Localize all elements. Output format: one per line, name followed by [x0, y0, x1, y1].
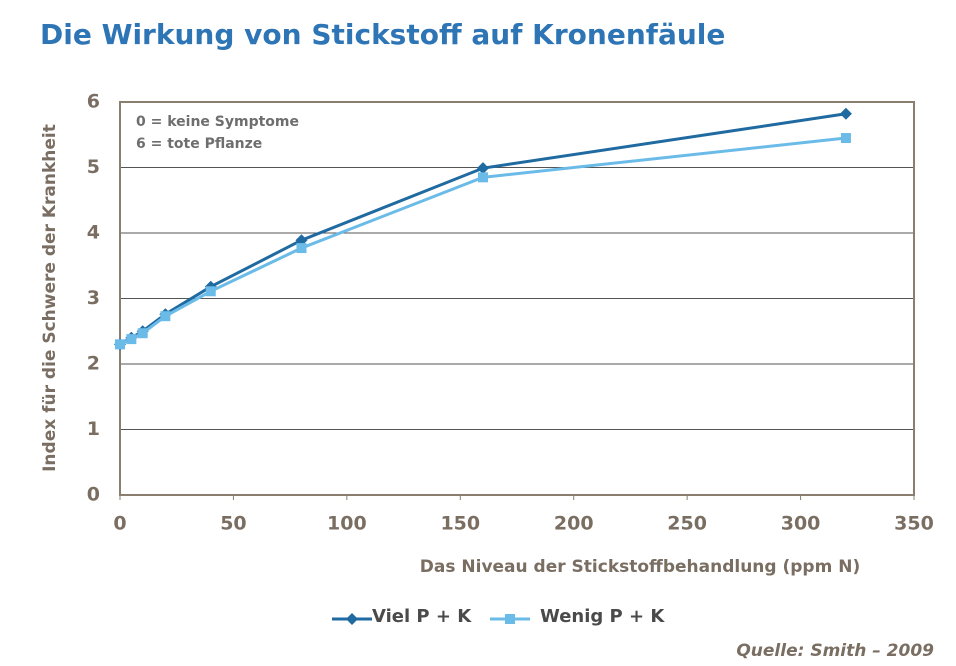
legend-marker [346, 613, 358, 625]
x-tick-label: 150 [440, 513, 480, 535]
source: Quelle: Smith – 2009 [736, 641, 934, 661]
chart-title: Die Wirkung von Stickstoff auf Kronenfäu… [40, 18, 725, 51]
legend-label: Wenig P + K [540, 606, 665, 627]
data-point [137, 328, 148, 339]
data-point [477, 172, 488, 183]
y-tick-label: 6 [87, 91, 100, 113]
y-tick-label: 2 [87, 353, 100, 375]
y-tick-label: 4 [87, 222, 100, 244]
y-tick-label: 0 [87, 484, 100, 506]
legend-label: Viel P + K [372, 606, 472, 627]
data-point [839, 107, 852, 120]
legend-marker [505, 614, 515, 624]
x-axis-label: Das Niveau der Stickstoffbehandlung (ppm… [420, 557, 860, 577]
data-point [476, 162, 489, 175]
x-tick-label: 200 [554, 513, 594, 535]
data-point [115, 339, 125, 350]
data-point [296, 243, 307, 254]
x-tick-label: 250 [667, 513, 707, 535]
x-tick-label: 100 [327, 513, 367, 535]
annotation: 0 = keine Symptome [136, 114, 299, 130]
data-point [126, 334, 137, 345]
y-tick-label: 3 [87, 287, 100, 309]
data-point [205, 286, 216, 297]
data-point [160, 311, 171, 322]
y-tick-label: 5 [87, 156, 100, 178]
y-tick-label: 1 [87, 418, 100, 440]
x-tick-label: 300 [781, 513, 821, 535]
x-tick-label: 350 [894, 513, 934, 535]
annotation: 6 = tote Pflanze [136, 136, 262, 152]
y-axis-label: Index für die Schwere der Krankheit [40, 124, 60, 472]
x-tick-label: 0 [113, 513, 126, 535]
x-tick-label: 50 [220, 513, 246, 535]
data-point [840, 133, 851, 144]
plot-border [119, 101, 915, 496]
